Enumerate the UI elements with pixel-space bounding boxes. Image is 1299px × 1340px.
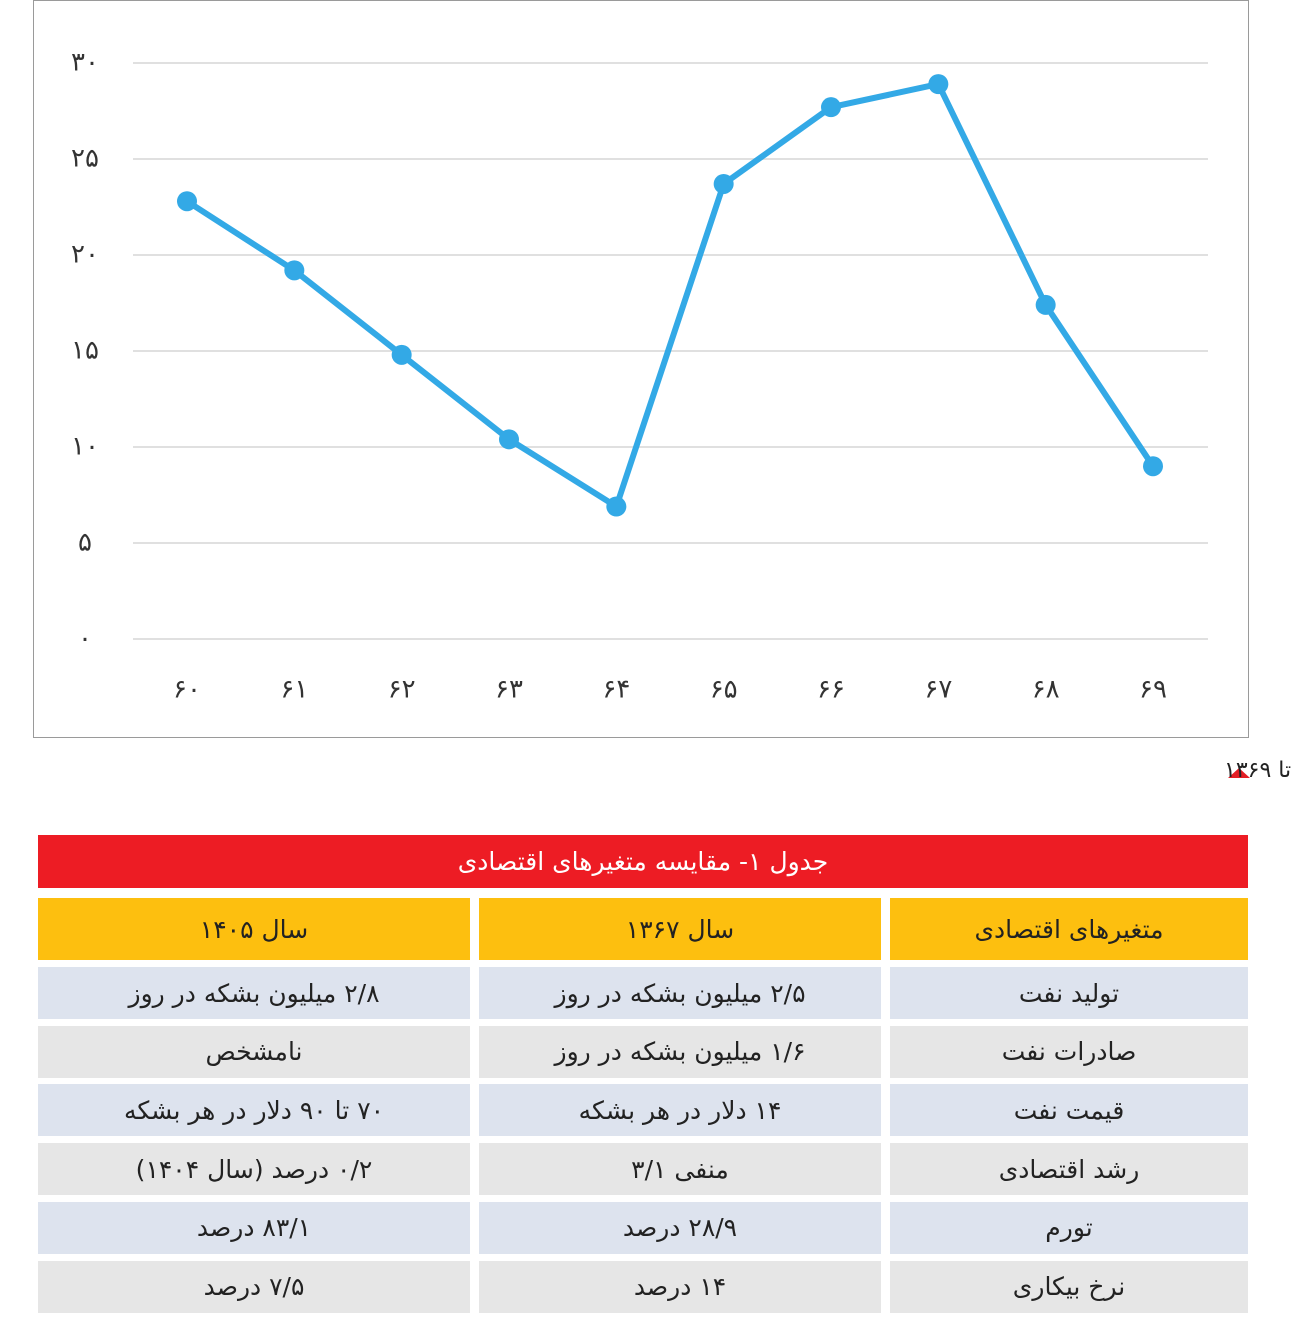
table-cell: ۱۴ دلار در هر بشکه bbox=[479, 1084, 881, 1137]
y-tick-label: ۰ bbox=[78, 624, 92, 654]
chart: نمودار ۲- روند نرخ تورم از سال ۱۳۶۰ تا ۱… bbox=[33, 0, 1299, 783]
point bbox=[928, 74, 949, 95]
x-tick-label: ۶۹ bbox=[1139, 675, 1167, 705]
point bbox=[499, 429, 519, 450]
table-cell: تولید نفت bbox=[890, 967, 1248, 1019]
point bbox=[821, 97, 841, 118]
y-tick-label: ۳۰ bbox=[71, 48, 99, 78]
y-tick-label: ۱۰ bbox=[71, 432, 99, 462]
line bbox=[185, 81, 1156, 510]
table-cell: منفی ۳/۱ bbox=[479, 1143, 881, 1196]
table-cell: ۲/۵ میلیون بشکه در روز bbox=[479, 967, 881, 1019]
y-tick-label: ۲۵ bbox=[71, 144, 99, 174]
x-tick-label: ۶۲ bbox=[388, 675, 416, 705]
point bbox=[284, 260, 305, 281]
table-header-cell: سال ۱۳۶۷ bbox=[479, 898, 881, 960]
x-tick-label: ۶۵ bbox=[710, 675, 738, 705]
point bbox=[606, 496, 627, 517]
y-tick-label: ۵ bbox=[78, 528, 92, 558]
table-cell: قیمت نفت bbox=[890, 1084, 1248, 1137]
table-title: جدول ۱- مقایسه متغیرهای اقتصادی bbox=[38, 835, 1248, 888]
x-tick-label: ۶۰ bbox=[173, 675, 201, 705]
table-cell: تورم bbox=[890, 1201, 1248, 1254]
table-cell: ۱۴ درصد bbox=[479, 1260, 881, 1313]
x-tick-label: ۶۴ bbox=[602, 675, 630, 705]
table-cell: ۷/۵ درصد bbox=[38, 1260, 470, 1313]
x-tick-label: ۶۱ bbox=[280, 675, 308, 705]
table-cell: ۲/۸ میلیون بشکه در روز bbox=[38, 967, 470, 1019]
table-cell: ۰/۲ درصد (سال ۱۴۰۴) bbox=[38, 1143, 470, 1196]
point bbox=[713, 173, 734, 194]
point bbox=[1035, 294, 1056, 315]
table-header-cell: متغیرهای اقتصادی bbox=[890, 898, 1248, 960]
y-tick-label: ۲۰ bbox=[71, 240, 99, 270]
table-cell: رشد اقتصادی bbox=[890, 1143, 1248, 1196]
chart-caption: نمودار ۲- روند نرخ تورم از سال ۱۳۶۰ تا ۱… bbox=[1224, 758, 1299, 783]
y-tick-label: ۱۵ bbox=[71, 336, 99, 366]
table-cell: ۱/۶ میلیون بشکه در روز bbox=[479, 1025, 881, 1078]
caption-marker bbox=[1228, 768, 1250, 778]
table-cell: ۸۳/۱ درصد bbox=[38, 1201, 470, 1254]
table-cell: نامشخص bbox=[38, 1025, 470, 1078]
x-tick-label: ۶۸ bbox=[1032, 675, 1060, 705]
table-cell: ۷۰ تا ۹۰ دلار در هر بشکه bbox=[38, 1084, 470, 1137]
table-cell: صادرات نفت bbox=[890, 1025, 1248, 1078]
x-tick-label: ۶۷ bbox=[924, 675, 952, 705]
x-tick-label: ۶۳ bbox=[495, 675, 523, 705]
table-cell: ۲۸/۹ درصد bbox=[479, 1201, 881, 1254]
table-header-cell: سال ۱۴۰۵ bbox=[38, 898, 470, 960]
point bbox=[177, 191, 197, 212]
table-cell: نرخ بیکاری bbox=[890, 1260, 1248, 1313]
point bbox=[391, 344, 412, 365]
chart-frame bbox=[33, 0, 1249, 738]
x-tick-label: ۶۶ bbox=[817, 675, 845, 705]
point bbox=[1143, 456, 1163, 477]
